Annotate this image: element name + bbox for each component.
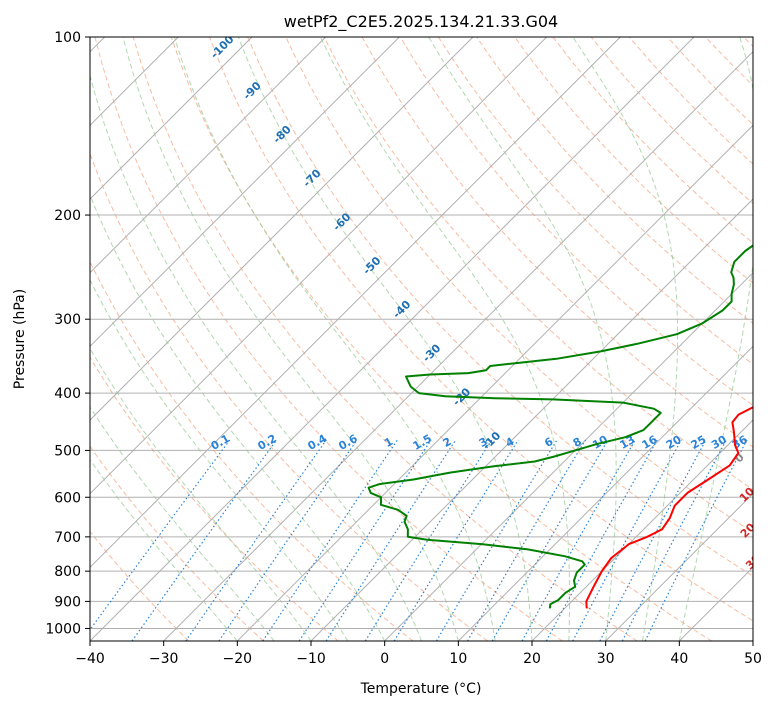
moist-adiabat-line: [428, 37, 617, 641]
x-tick-label: 40: [670, 651, 688, 667]
plot-area: 0.1 0.2 0.4 0.6 1 1.5 2 3 4 6 8 10 13 16 20 25 30 36-100-…: [90, 37, 763, 641]
isotherm-line: [90, 37, 548, 495]
dry-adiabat-line: [514, 37, 753, 284]
mixing-ratio-line: [521, 439, 636, 641]
isotherm-line: [163, 50, 753, 641]
y-tick-label: 1000: [45, 621, 81, 637]
y-tick-label: 100: [54, 30, 81, 46]
mixing-ratio-line: [364, 439, 493, 641]
dry-adiabat-line: [90, 445, 264, 641]
mixing-ratio-line: [262, 439, 399, 641]
x-tick-label: −30: [149, 651, 179, 667]
moist-adiabat-line: [173, 37, 496, 641]
dry-adiabat-line: [90, 530, 190, 641]
mixing-ratio-line: [435, 439, 558, 641]
moist-adiabat-line: [90, 458, 238, 641]
x-tick-label: −10: [296, 651, 326, 667]
y-tick-label: 700: [54, 530, 81, 546]
y-tick-label: 900: [54, 594, 81, 610]
x-tick-label: −20: [223, 651, 253, 667]
isotherm-line: [236, 124, 753, 641]
x-tick-label: 30: [597, 651, 615, 667]
moist-adiabat-line: [237, 37, 533, 641]
mixing-ratio-line: [393, 439, 519, 641]
isotherm-line: [384, 271, 753, 641]
moist-adiabat-line: [122, 37, 459, 641]
moist-adiabat-line: [90, 193, 386, 641]
mixing-ratio-line: [90, 439, 231, 631]
y-tick-label: 300: [54, 312, 81, 328]
y-tick-label: 600: [54, 490, 81, 506]
mixing-ratio-line: [466, 439, 587, 641]
mixing-ratio-lines: [90, 439, 748, 641]
isotherm-line: [531, 419, 753, 641]
dry-adiabat-line: [90, 356, 339, 641]
mixing-ratio-line: [218, 439, 358, 641]
dry-adiabat-line: [437, 37, 753, 365]
isotherm-line: [605, 492, 753, 641]
isotherm-line: [90, 37, 621, 569]
mixing-ratio-line: [545, 439, 658, 641]
isotherm-line: [310, 198, 753, 641]
y-tick-label: 800: [54, 564, 81, 580]
isotherm-line: [90, 37, 253, 200]
plot-frame: [89, 36, 754, 642]
isotherm-gridlines: [90, 37, 753, 641]
dry-adiabat-line: [170, 37, 712, 641]
dry-adiabat-line: [399, 37, 753, 407]
adiabat-label: 30: [743, 552, 763, 572]
profile-line: [585, 406, 753, 609]
profile-line: [367, 244, 753, 609]
x-tick-label: 10: [449, 651, 467, 667]
isotherm-line: [90, 37, 327, 274]
moist-adiabat-line: [678, 37, 753, 641]
x-tick-label: −40: [75, 651, 105, 667]
dry-adiabat-line: [247, 37, 753, 577]
isotherm-line: [457, 345, 753, 641]
dry-adiabat-line: [132, 37, 638, 641]
mixing-ratio-line: [644, 439, 748, 641]
y-tick-label: 200: [54, 208, 81, 224]
x-tick-label: 50: [744, 651, 762, 667]
dry-adiabat-line: [323, 37, 753, 491]
dry-adiabat-line: [94, 37, 563, 641]
y-tick-label: 400: [54, 386, 81, 402]
mixing-ratio-line: [325, 439, 457, 641]
y-axis-ticks: 100 200 300 400 500 600 700 800 900 1000: [45, 30, 90, 637]
dry-adiabat-line: [209, 37, 753, 622]
isotherm-line: [90, 37, 695, 641]
chart-title: wetPf2_C2E5.2025.134.21.33.G04: [284, 12, 558, 32]
mixing-ratio-line: [491, 439, 609, 641]
x-axis-label: Temperature (°C): [360, 681, 482, 697]
x-tick-label: 0: [380, 651, 389, 667]
isotherm-line: [90, 37, 474, 421]
moist-adiabat-line: [320, 37, 571, 641]
isotherm-line: [90, 37, 400, 348]
mixing-ratio-line: [298, 439, 432, 641]
y-axis-label: Pressure (hPa): [12, 289, 28, 389]
x-axis-ticks: −40 −30 −20 −10 0 10 20 30 40 50: [75, 641, 762, 667]
dry-adiabat-line: [90, 152, 488, 641]
moist-adiabat-line: [90, 406, 275, 641]
x-tick-label: 20: [523, 651, 541, 667]
moist-adiabat-line: [572, 37, 679, 641]
y-tick-label: 500: [54, 443, 81, 459]
mixing-ratio-line: [185, 439, 327, 641]
series-lines: [367, 244, 753, 609]
